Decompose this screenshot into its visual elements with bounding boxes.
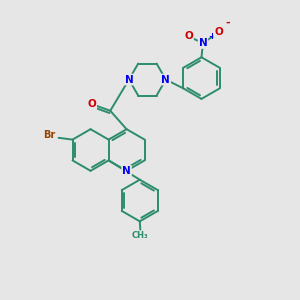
Text: N: N	[122, 166, 131, 176]
Text: O: O	[214, 27, 223, 37]
Text: Br: Br	[43, 130, 55, 140]
Text: O: O	[184, 32, 193, 41]
Text: +: +	[208, 32, 215, 40]
Text: CH₃: CH₃	[132, 231, 149, 240]
Text: O: O	[87, 99, 96, 109]
Text: N: N	[124, 75, 133, 85]
Text: N: N	[161, 75, 170, 85]
Text: -: -	[225, 18, 230, 28]
Text: N: N	[199, 38, 207, 48]
